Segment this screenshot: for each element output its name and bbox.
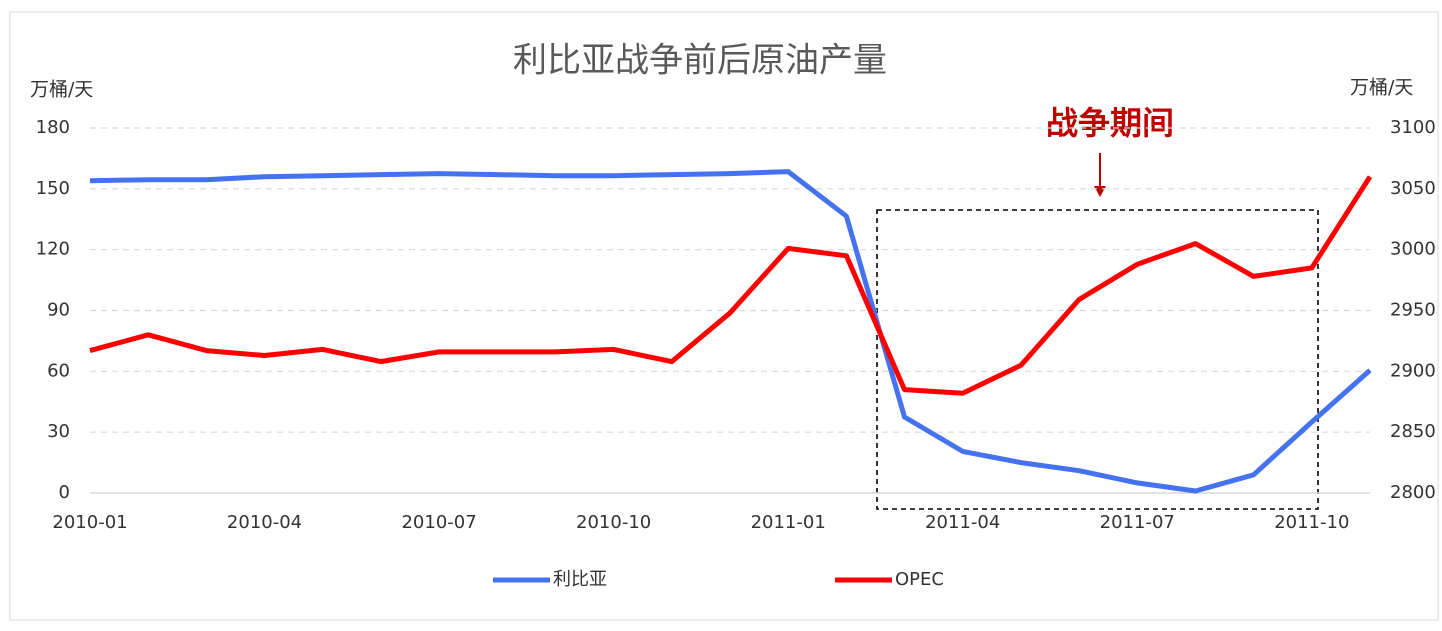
legend-label: 利比亚	[553, 569, 607, 590]
y-tick-label: 180	[36, 117, 70, 138]
y-tick-label: 90	[47, 300, 70, 321]
y2-axis-label: 万桶/天	[1350, 77, 1413, 99]
y-tick-label: 120	[36, 239, 70, 260]
y2-tick-label: 3000	[1390, 239, 1436, 260]
y2-tick-label: 3100	[1390, 117, 1436, 138]
x-tick-label: 2011-01	[751, 512, 826, 533]
x-tick-label: 2011-07	[1100, 512, 1175, 533]
x-tick-label: 2010-07	[401, 512, 476, 533]
x-tick-label: 2010-10	[576, 512, 651, 533]
chart-title: 利比亚战争前后原油产量	[513, 41, 887, 81]
y2-tick-label: 2800	[1390, 482, 1436, 503]
y2-tick-label: 2900	[1390, 360, 1436, 381]
x-tick-label: 2011-04	[925, 512, 1000, 533]
annotation: 战争期间	[1046, 104, 1174, 142]
y-tick-label: 30	[47, 421, 70, 442]
series-line	[89, 169, 1372, 494]
y2-tick-label: 2950	[1390, 300, 1436, 321]
x-tick-label: 2010-04	[227, 512, 302, 533]
y-tick-label: 60	[47, 360, 70, 381]
series-line	[89, 175, 1373, 396]
y2-tick-label: 3050	[1390, 178, 1436, 199]
y-tick-label: 150	[36, 178, 70, 199]
y-axis-label: 万桶/天	[30, 79, 93, 101]
highlight-box	[876, 209, 1319, 510]
x-tick-label: 2010-01	[52, 512, 127, 533]
y-tick-label: 0	[59, 482, 70, 503]
legend-label: OPEC	[895, 569, 944, 590]
x-tick-label: 2011-10	[1274, 512, 1349, 533]
y2-tick-label: 2850	[1390, 421, 1436, 442]
